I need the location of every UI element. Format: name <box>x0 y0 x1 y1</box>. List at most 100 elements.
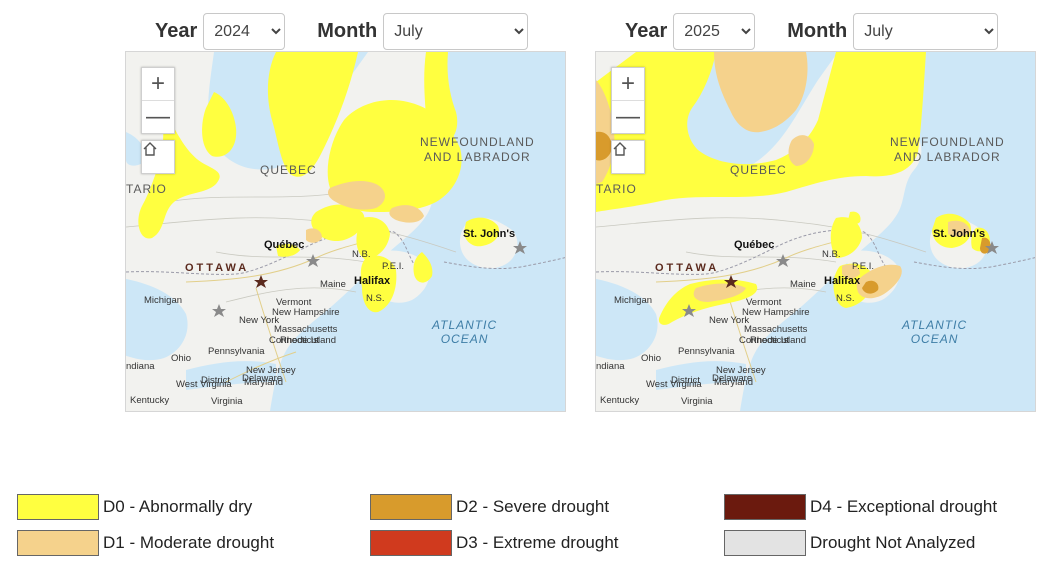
label-atlantic: ATLANTIC <box>432 318 498 332</box>
label-quebec-province: QUEBEC <box>260 163 317 177</box>
label-virginia: Virginia <box>211 396 243 407</box>
label-nb: N.B. <box>822 249 841 260</box>
label-virginia: Virginia <box>681 396 713 407</box>
label-new-hampshire: New Hampshire <box>272 307 340 318</box>
label-connecticut: Connecticut <box>739 335 790 346</box>
legend-label-d4: D4 - Exceptional drought <box>810 497 998 516</box>
label-indiana: ndiana <box>596 361 625 372</box>
right-home-button[interactable] <box>611 140 645 174</box>
legend-label-not-analyzed: Drought Not Analyzed <box>810 533 976 552</box>
label-ohio: Ohio <box>171 353 192 364</box>
label-halifax: Halifax <box>824 275 861 287</box>
label-st-johns: St. John's <box>933 228 986 240</box>
right-zoom-out-button[interactable]: — <box>612 100 644 133</box>
label-maryland: Maryland <box>244 377 284 388</box>
label-kentucky: Kentucky <box>130 395 170 406</box>
label-ottawa: OTTAWA <box>185 262 250 274</box>
left-year-label: Year <box>155 19 198 42</box>
label-labrador: AND LABRADOR <box>424 150 531 164</box>
label-rhode-island: Rhode Island <box>280 335 336 346</box>
label-quebec-province: QUEBEC <box>730 163 787 177</box>
right-year-select[interactable]: 2025 <box>673 12 756 50</box>
label-quebec-city: Québec <box>264 239 305 251</box>
label-ontario: TARIO <box>596 182 637 196</box>
label-maryland: Maryland <box>714 377 754 388</box>
home-icon <box>143 142 157 156</box>
label-new-hampshire: New Hampshire <box>742 307 810 318</box>
label-pei: P.E.I. <box>382 261 405 272</box>
label-atlantic-ocean: ATLANTIC OCEAN <box>902 318 967 347</box>
right-month-select[interactable]: July <box>853 12 999 50</box>
right-year-label: Year <box>625 19 668 42</box>
label-rhode-island: Rhode Island <box>750 335 806 346</box>
legend-label-d0: D0 - Abnormally dry <box>103 497 253 516</box>
legend-label-d3: D3 - Extreme drought <box>456 533 619 552</box>
label-new-york: New York <box>709 315 750 326</box>
left-date-controls: Year 2024 Month July <box>155 12 529 50</box>
label-nb: N.B. <box>352 249 371 260</box>
label-district: District <box>671 375 701 386</box>
label-michigan: Michigan <box>144 295 183 306</box>
legend-item-d4: D4 - Exceptional drought <box>724 494 997 520</box>
left-home-button[interactable] <box>141 140 175 174</box>
label-new-york: New York <box>239 315 280 326</box>
label-connecticut: Connecticut <box>269 335 320 346</box>
label-vermont: Vermont <box>276 297 312 308</box>
left-month-select[interactable]: July <box>383 12 529 50</box>
label-kentucky: Kentucky <box>600 395 640 406</box>
right-zoom-in-button[interactable]: + <box>620 70 635 97</box>
label-massachusetts: Massachusetts <box>744 324 808 335</box>
left-year-select[interactable]: 2024 <box>203 12 286 50</box>
legend-item-d2: D2 - Severe drought <box>370 494 609 520</box>
label-new-jersey: New Jersey <box>716 365 766 376</box>
legend-swatch-d3 <box>370 530 452 556</box>
label-district: District <box>201 375 231 386</box>
label-st-johns: St. John's <box>463 228 516 240</box>
label-massachusetts: Massachusetts <box>274 324 338 335</box>
label-newfoundland: NEWFOUNDLAND <box>890 135 1005 149</box>
label-michigan: Michigan <box>614 295 653 306</box>
right-month-label: Month <box>787 19 848 42</box>
legend-swatch-d4 <box>724 494 806 520</box>
right-drought-map[interactable]: QUEBEC NEWFOUNDLAND AND LABRADOR TARIO Q… <box>595 51 1036 412</box>
label-newfoundland: NEWFOUNDLAND <box>420 135 535 149</box>
label-vermont: Vermont <box>746 297 782 308</box>
label-atlantic-ocean: ATLANTIC OCEAN <box>432 318 497 347</box>
label-pei: P.E.I. <box>852 261 875 272</box>
label-ns: N.S. <box>366 293 385 304</box>
left-map-canvas <box>126 52 565 411</box>
home-icon <box>613 142 627 156</box>
label-west-virginia: West Virginia <box>646 379 702 390</box>
label-ocean: OCEAN <box>440 332 489 347</box>
legend-swatch-not-analyzed <box>724 530 806 556</box>
left-zoom-control: + — <box>141 67 175 134</box>
label-maine: Maine <box>790 279 816 290</box>
legend-swatch-d2 <box>370 494 452 520</box>
right-map-canvas <box>596 52 1035 411</box>
label-halifax: Halifax <box>354 275 391 287</box>
label-pennsylvania: Pennsylvania <box>208 346 265 357</box>
label-ocean: OCEAN <box>910 332 959 347</box>
label-pennsylvania: Pennsylvania <box>678 346 735 357</box>
label-ns: N.S. <box>836 293 855 304</box>
left-month-label: Month <box>317 19 378 42</box>
label-quebec-city: Québec <box>734 239 775 251</box>
legend-swatch-d1 <box>17 530 99 556</box>
left-drought-map[interactable]: QUEBEC NEWFOUNDLAND AND LABRADOR TARIO Q… <box>125 51 566 412</box>
label-delaware: Delaware <box>242 373 283 384</box>
legend-item-d0: D0 - Abnormally dry <box>17 494 252 520</box>
legend-swatch-d0 <box>17 494 99 520</box>
label-maine: Maine <box>320 279 346 290</box>
legend-item-not-analyzed: Drought Not Analyzed <box>724 530 975 556</box>
right-date-controls: Year 2025 Month July <box>625 12 999 50</box>
left-zoom-in-button[interactable]: + <box>150 70 165 97</box>
label-labrador: AND LABRADOR <box>894 150 1001 164</box>
left-zoom-out-button[interactable]: — <box>142 100 174 133</box>
label-ohio: Ohio <box>641 353 662 364</box>
label-ontario: TARIO <box>126 182 167 196</box>
legend-item-d1: D1 - Moderate drought <box>17 530 274 556</box>
legend-item-d3: D3 - Extreme drought <box>370 530 619 556</box>
label-ottawa: OTTAWA <box>655 262 720 274</box>
label-new-jersey: New Jersey <box>246 365 296 376</box>
right-zoom-control: + — <box>611 67 645 134</box>
